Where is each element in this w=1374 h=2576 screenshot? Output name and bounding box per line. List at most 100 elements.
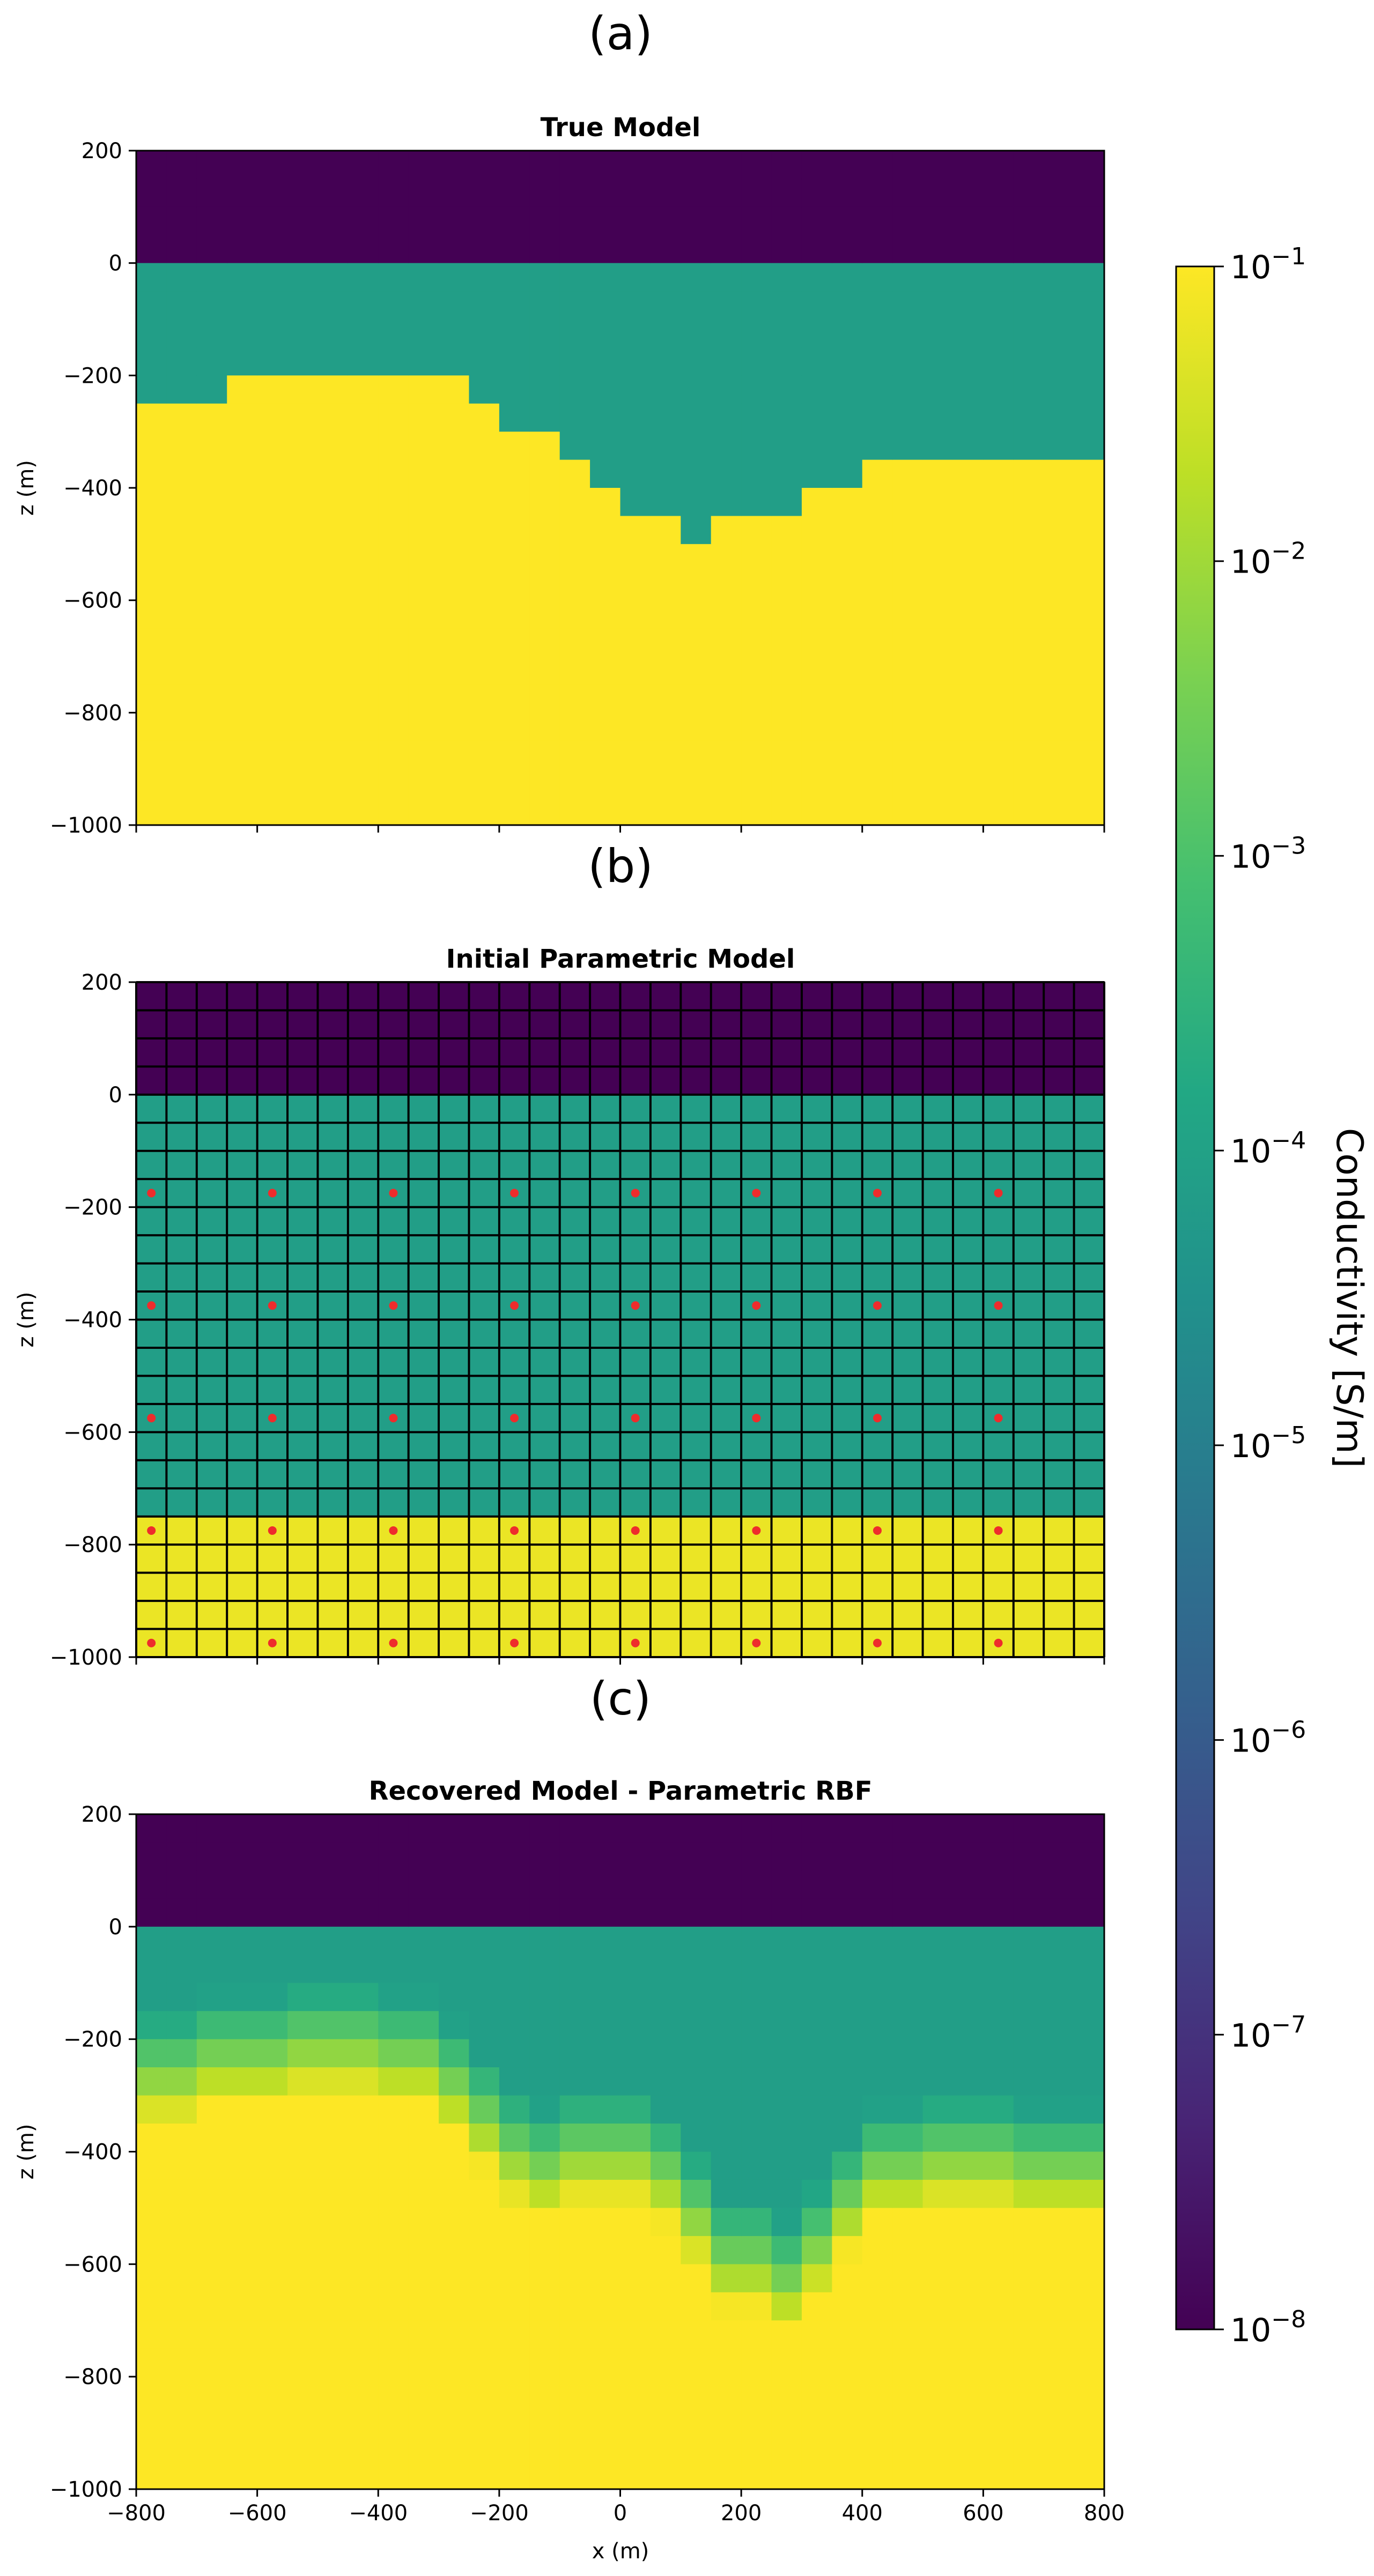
model-cell bbox=[620, 235, 651, 264]
model-cell bbox=[166, 2011, 197, 2040]
model-cell bbox=[952, 2151, 984, 2180]
y-tick-label: −800 bbox=[63, 701, 122, 725]
model-cell bbox=[650, 235, 681, 264]
model-cell bbox=[408, 1983, 439, 2011]
model-cell bbox=[166, 488, 197, 517]
model-cell bbox=[590, 1460, 621, 1489]
model-cell bbox=[196, 1926, 227, 1955]
model-cell bbox=[317, 1376, 349, 1405]
model-cell bbox=[620, 1235, 651, 1264]
model-cell bbox=[862, 1814, 893, 1843]
model-cell bbox=[952, 1179, 984, 1208]
model-cell bbox=[892, 235, 924, 264]
model-cell bbox=[1013, 2208, 1044, 2237]
model-cell bbox=[801, 151, 832, 180]
model-cell bbox=[952, 1319, 984, 1348]
model-cell bbox=[378, 2404, 409, 2433]
model-cell bbox=[801, 2151, 832, 2180]
colorbar-tick-label: 10−6 bbox=[1230, 1717, 1306, 1760]
model-cell bbox=[439, 797, 470, 826]
model-cell bbox=[1074, 544, 1105, 573]
model-cell bbox=[952, 1207, 984, 1236]
model-cell bbox=[529, 375, 560, 404]
model-cell bbox=[620, 432, 651, 461]
model-cell bbox=[922, 982, 954, 1011]
model-cell bbox=[1013, 544, 1044, 573]
model-cell bbox=[983, 1601, 1014, 1630]
model-cell bbox=[227, 488, 258, 517]
model-cell bbox=[408, 516, 439, 545]
model-cell bbox=[983, 263, 1014, 292]
model-cell bbox=[832, 1066, 863, 1095]
model-cell bbox=[1013, 2404, 1044, 2433]
model-cell bbox=[801, 684, 832, 713]
model-cell bbox=[196, 2039, 227, 2068]
model-cell bbox=[832, 2208, 863, 2237]
model-cell bbox=[681, 1955, 712, 1984]
model-cell bbox=[952, 1629, 984, 1658]
model-cell bbox=[952, 1870, 984, 1899]
model-cell bbox=[559, 1842, 590, 1871]
model-cell bbox=[922, 291, 954, 320]
model-cell bbox=[681, 628, 712, 657]
model-cell bbox=[1074, 235, 1105, 264]
model-cell bbox=[711, 347, 742, 376]
model-cell bbox=[892, 403, 924, 432]
model-cell bbox=[439, 982, 470, 1011]
model-cell bbox=[529, 1094, 560, 1123]
model-cell bbox=[1013, 2124, 1044, 2152]
model-cell bbox=[317, 151, 349, 180]
model-cell bbox=[862, 797, 893, 826]
model-cell bbox=[378, 2011, 409, 2040]
model-cell bbox=[1044, 1179, 1075, 1208]
model-cell bbox=[892, 2039, 924, 2068]
model-cell bbox=[166, 2433, 197, 2462]
model-cell bbox=[166, 1488, 197, 1517]
model-cell bbox=[227, 1601, 258, 1630]
model-cell bbox=[952, 1983, 984, 2011]
model-cell bbox=[257, 459, 288, 488]
model-cell bbox=[620, 628, 651, 657]
model-cell bbox=[378, 263, 409, 292]
model-cell bbox=[983, 1488, 1014, 1517]
model-cell bbox=[711, 1842, 742, 1871]
model-cell bbox=[590, 516, 621, 545]
rbf-center-point bbox=[631, 1414, 640, 1423]
model-cell bbox=[529, 572, 560, 601]
model-cell bbox=[1044, 2067, 1075, 2096]
model-cell bbox=[257, 1926, 288, 1955]
y-tick-label: 200 bbox=[82, 139, 122, 164]
model-cell bbox=[136, 1263, 167, 1292]
model-cell bbox=[136, 263, 167, 292]
model-cell bbox=[408, 1898, 439, 1927]
model-cell bbox=[922, 2292, 954, 2321]
model-cell bbox=[136, 2011, 167, 2040]
model-cell bbox=[469, 1955, 500, 1984]
model-cell bbox=[862, 1983, 893, 2011]
model-cell bbox=[771, 1235, 802, 1264]
colorbar-tick-label: 10−4 bbox=[1230, 1127, 1306, 1170]
model-cell bbox=[287, 291, 319, 320]
model-cell bbox=[529, 1319, 560, 1348]
model-cell bbox=[832, 319, 863, 348]
model-cell bbox=[499, 1066, 530, 1095]
model-cell bbox=[166, 982, 197, 1011]
model-cell bbox=[408, 982, 439, 1011]
model-cell bbox=[469, 2151, 500, 2180]
model-cell bbox=[257, 1601, 288, 1630]
model-cell bbox=[922, 2433, 954, 2462]
model-cell bbox=[559, 797, 590, 826]
model-cell bbox=[529, 1263, 560, 1292]
model-cell bbox=[650, 982, 681, 1011]
model-cell bbox=[317, 263, 349, 292]
model-cell bbox=[529, 982, 560, 1011]
model-cell bbox=[590, 1926, 621, 1955]
model-cell bbox=[801, 1572, 832, 1601]
model-cell bbox=[590, 2011, 621, 2040]
model-cell bbox=[408, 206, 439, 235]
model-cell bbox=[862, 1460, 893, 1489]
model-cell bbox=[469, 1235, 500, 1264]
model-cell bbox=[257, 1842, 288, 1871]
model-cell bbox=[559, 2208, 590, 2237]
